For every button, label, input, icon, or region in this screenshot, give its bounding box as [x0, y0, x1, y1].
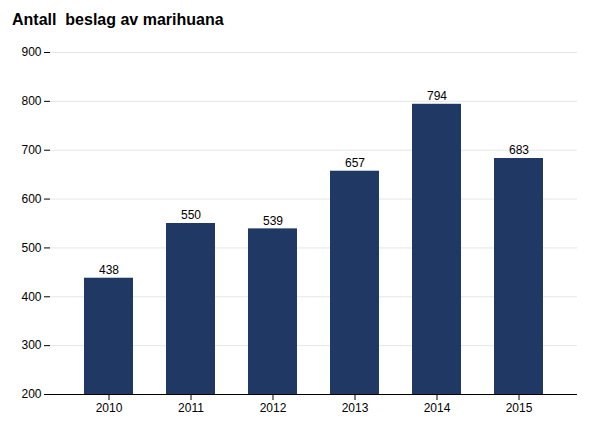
svg-text:700: 700: [21, 143, 41, 157]
svg-text:2013: 2013: [342, 401, 369, 415]
svg-text:800: 800: [21, 94, 41, 108]
svg-text:500: 500: [21, 241, 41, 255]
svg-text:400: 400: [21, 290, 41, 304]
svg-text:300: 300: [21, 338, 41, 352]
svg-text:438: 438: [99, 263, 119, 277]
svg-text:2012: 2012: [260, 401, 287, 415]
svg-text:2015: 2015: [506, 401, 533, 415]
svg-text:550: 550: [181, 208, 201, 222]
svg-text:2010: 2010: [96, 401, 123, 415]
svg-text:539: 539: [263, 214, 283, 228]
svg-text:600: 600: [21, 192, 41, 206]
svg-text:200: 200: [21, 387, 41, 401]
svg-text:900: 900: [21, 45, 41, 59]
svg-text:683: 683: [509, 143, 529, 157]
svg-text:2011: 2011: [178, 401, 204, 415]
svg-text:657: 657: [345, 156, 365, 170]
svg-text:2014: 2014: [424, 401, 451, 415]
svg-text:794: 794: [427, 89, 447, 103]
html-text:Antall beslag av marihuana: Antall beslag av marihuana: [12, 11, 224, 28]
